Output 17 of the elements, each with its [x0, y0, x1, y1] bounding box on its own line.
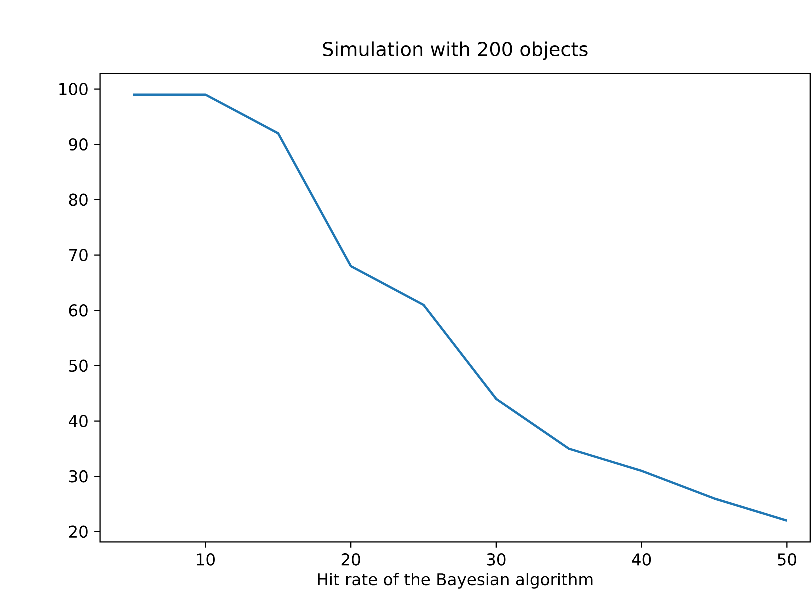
y-tick-label: 30: [69, 470, 88, 483]
x-axis-title: Hit rate of the Bayesian algorithm: [318, 572, 593, 589]
y-tick-label: 60: [69, 304, 88, 317]
y-tick-label: 80: [69, 194, 88, 206]
y-tick-label: 50: [69, 360, 88, 372]
y-tick-label: 70: [70, 248, 88, 262]
y-tick-label: 90: [69, 138, 88, 151]
y-tick-label: 100: [60, 83, 88, 96]
chart-title: Simulation with 200 objects: [323, 42, 588, 60]
x-tick-label: 40: [632, 553, 652, 566]
x-tick-label: 50: [778, 553, 796, 566]
y-tick-label: 40: [69, 414, 88, 428]
x-tick-label: 20: [342, 553, 360, 566]
line-series: [132, 94, 788, 522]
x-tick-label: 30: [487, 553, 506, 566]
x-tick-label: 10: [197, 553, 215, 566]
y-tick-label: 20: [69, 526, 88, 538]
